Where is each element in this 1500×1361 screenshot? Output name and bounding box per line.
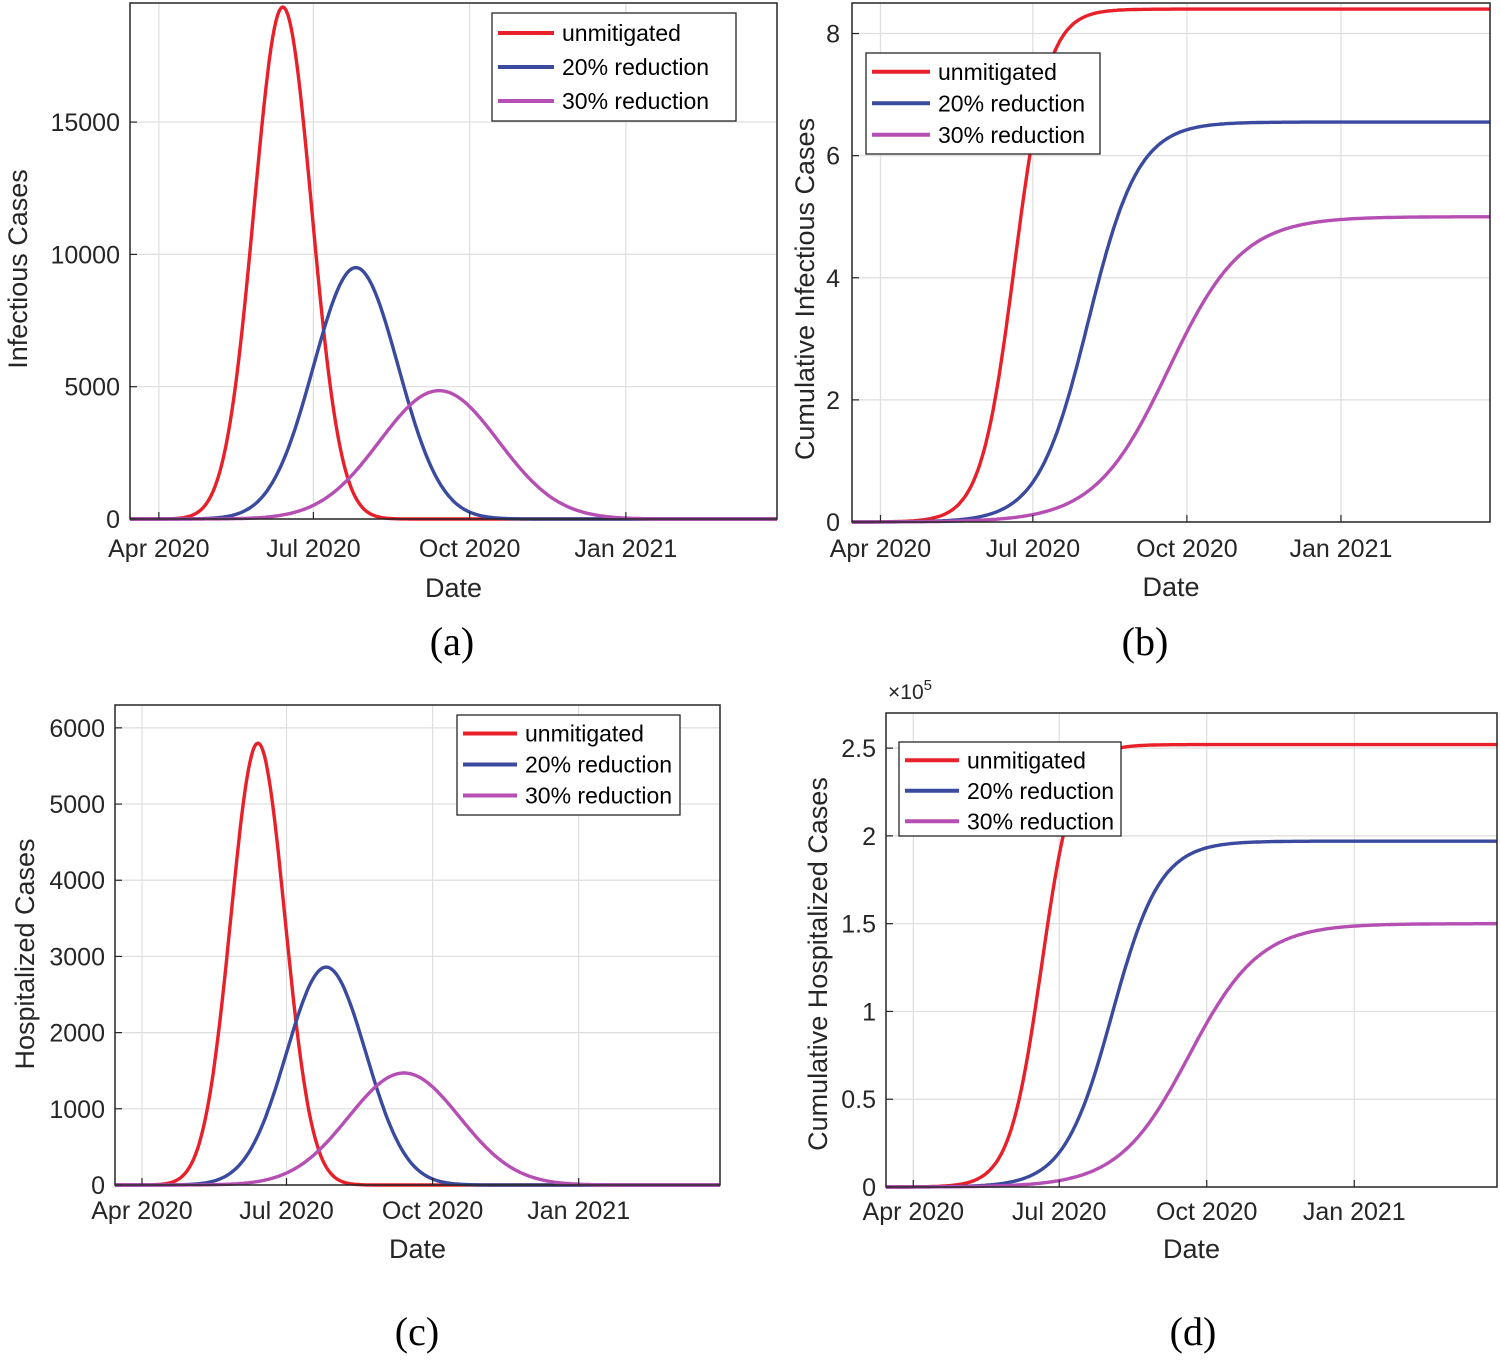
panel-label: (d) bbox=[1170, 1309, 1217, 1354]
y-axis-label: Hospitalized Cases bbox=[10, 838, 40, 1069]
series-line-1 bbox=[852, 7, 1491, 524]
legend-label-2: 20% reduction bbox=[525, 752, 672, 778]
y-tick-label: 6 bbox=[826, 143, 840, 171]
x-tick-label: Jul 2020 bbox=[1012, 1198, 1107, 1226]
legend-label-1: unmitigated bbox=[525, 721, 644, 747]
legend-label-3: 30% reduction bbox=[967, 808, 1114, 834]
series-line-3 bbox=[885, 922, 1498, 1189]
x-tick-label: Apr 2020 bbox=[91, 1197, 192, 1225]
y-tick-label: 10000 bbox=[50, 241, 120, 269]
y-tick-label: 3000 bbox=[49, 943, 105, 971]
y-tick-label: 2.5 bbox=[841, 735, 876, 763]
axes-box bbox=[885, 712, 1498, 1188]
series-line-3 bbox=[852, 215, 1491, 524]
legend: unmitigated 20% reduction 30% reduction bbox=[865, 52, 1101, 155]
legend-label-2: 20% reduction bbox=[562, 54, 709, 80]
x-tick-label: Jul 2020 bbox=[986, 535, 1081, 563]
x-axis-label: Date bbox=[1142, 572, 1199, 602]
legend-label-2: 20% reduction bbox=[938, 90, 1085, 116]
x-tick-label: Oct 2020 bbox=[1136, 535, 1237, 563]
y-tick-label: 1.5 bbox=[841, 911, 876, 939]
y-tick-label: 5000 bbox=[49, 791, 105, 819]
y-tick-label: 2000 bbox=[49, 1020, 105, 1048]
y-tick-label: 8 bbox=[826, 21, 840, 49]
y-axis-label: Cumulative Infectious Cases bbox=[790, 118, 820, 460]
y-tick-label: 0 bbox=[862, 1174, 876, 1202]
panel-label: (b) bbox=[1122, 619, 1169, 664]
legend: unmitigated 20% reduction 30% reduction bbox=[491, 12, 737, 122]
x-axis-label: Date bbox=[389, 1234, 446, 1264]
x-axis-label: Date bbox=[1163, 1234, 1220, 1264]
y-tick-label: 2 bbox=[862, 823, 876, 851]
x-axis-label: Date bbox=[425, 573, 482, 603]
legend-label-1: unmitigated bbox=[562, 20, 681, 46]
series-line-1 bbox=[885, 742, 1498, 1189]
axes-box bbox=[129, 2, 778, 520]
axes-box bbox=[114, 704, 721, 1186]
y-tick-label: 6000 bbox=[49, 715, 105, 743]
y-tick-label: 4000 bbox=[49, 867, 105, 895]
y-tick-label: 1 bbox=[862, 998, 876, 1026]
x-tick-label: Jan 2021 bbox=[1303, 1198, 1406, 1226]
y-tick-label: 5000 bbox=[64, 374, 120, 402]
x-tick-label: Apr 2020 bbox=[830, 535, 931, 563]
legend: unmitigated 20% reduction 30% reduction bbox=[898, 741, 1122, 837]
chart-panel-c: Apr 2020 Jul 2020 Oct 2020 Jan 2021 0 1000 200… bbox=[10, 704, 721, 1354]
x-tick-label: Jan 2021 bbox=[1290, 535, 1393, 563]
x-tick-label: Oct 2020 bbox=[1156, 1198, 1257, 1226]
legend-label-3: 30% reduction bbox=[525, 783, 672, 809]
x-tick-label: Oct 2020 bbox=[419, 535, 520, 563]
x-tick-label: Oct 2020 bbox=[382, 1197, 483, 1225]
x-tick-label: Apr 2020 bbox=[108, 535, 209, 563]
panel-label: (a) bbox=[430, 619, 474, 664]
x-tick-label: Apr 2020 bbox=[863, 1198, 964, 1226]
y-tick-label: 1000 bbox=[49, 1096, 105, 1124]
x-tick-label: Jul 2020 bbox=[239, 1197, 334, 1225]
legend-label-2: 20% reduction bbox=[967, 778, 1114, 804]
y-tick-label: 0.5 bbox=[841, 1086, 876, 1114]
y-tick-label: 0 bbox=[106, 506, 120, 534]
y-multiplier-label: ×105 bbox=[888, 677, 932, 704]
series-line-2 bbox=[852, 120, 1491, 524]
chart-panel-a: Apr 2020 Jul 2020 Oct 2020 Jan 2021 0 5000 100… bbox=[3, 2, 778, 664]
legend-label-3: 30% reduction bbox=[562, 88, 709, 114]
y-tick-label: 4 bbox=[826, 265, 840, 293]
x-tick-label: Jul 2020 bbox=[266, 535, 361, 563]
series-line-2 bbox=[885, 839, 1498, 1189]
y-axis-label: Cumulative Hospitalized Cases bbox=[803, 777, 833, 1151]
x-tick-label: Jan 2021 bbox=[527, 1197, 630, 1225]
panel-label: (c) bbox=[395, 1309, 439, 1354]
y-tick-label: 0 bbox=[91, 1172, 105, 1200]
legend: unmitigated 20% reduction 30% reduction bbox=[456, 714, 681, 816]
y-tick-label: 0 bbox=[826, 509, 840, 537]
legend-label-1: unmitigated bbox=[938, 59, 1057, 85]
legend-label-1: unmitigated bbox=[967, 747, 1086, 773]
legend-label-3: 30% reduction bbox=[938, 122, 1085, 148]
y-tick-label: 15000 bbox=[50, 109, 120, 137]
axes-box bbox=[851, 2, 1491, 523]
y-axis-label: Infectious Cases bbox=[3, 169, 33, 369]
x-tick-label: Jan 2021 bbox=[574, 535, 677, 563]
y-tick-label: 2 bbox=[826, 387, 840, 415]
chart-panel-d: Apr 2020 Jul 2020 Oct 2020 Jan 2021 0 0.5 1 1.5… bbox=[803, 677, 1498, 1354]
